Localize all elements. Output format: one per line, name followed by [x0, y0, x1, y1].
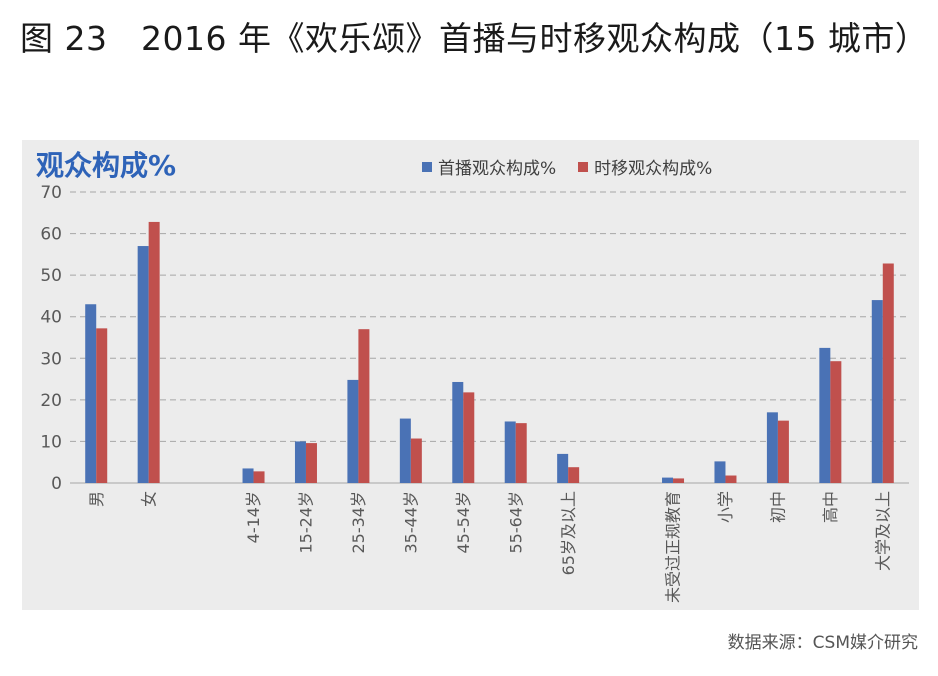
x-tick-label: 45-54岁 — [454, 491, 473, 554]
y-tick-label: 40 — [40, 308, 62, 328]
legend-label-series-2: 时移观众构成% — [594, 159, 713, 179]
y-tick-label: 70 — [40, 183, 62, 203]
bar-series-2 — [358, 329, 370, 483]
bar-series-2 — [305, 443, 317, 483]
bar-series-2 — [515, 423, 527, 483]
bar-series-1 — [871, 300, 883, 483]
bar-series-1 — [662, 477, 674, 483]
bar-series-2 — [725, 475, 737, 483]
bar-series-2 — [777, 420, 789, 483]
x-tick-label: 15-24岁 — [297, 491, 316, 554]
chart-panel: 观众构成% 首播观众构成% 时移观众构成% 0 10 20 30 40 50 60 70 男 女 4… — [22, 140, 919, 610]
bar-series-1 — [714, 461, 726, 483]
x-tick-label: 55-64岁 — [506, 491, 525, 554]
bar-series-1 — [399, 418, 411, 483]
x-tick-label: 65岁及以上 — [559, 491, 578, 575]
bar-series-1 — [347, 379, 359, 483]
y-tick-label: 30 — [40, 349, 62, 369]
bar-series-1 — [85, 304, 97, 483]
bar-series-2 — [148, 221, 160, 483]
source-note: 数据来源：CSM媒介研究 — [727, 633, 918, 653]
bar-series-2 — [463, 392, 475, 483]
y-tick-label: 50 — [40, 266, 62, 286]
bar-series-1 — [766, 412, 778, 483]
bar-series-2 — [410, 438, 422, 483]
x-tick-label: 大学及以上 — [873, 491, 892, 571]
legend-label-series-1: 首播观众构成% — [438, 159, 557, 179]
y-tick-label: 10 — [40, 432, 62, 452]
bar-series-1 — [819, 347, 831, 483]
bar-series-2 — [673, 478, 685, 483]
y-tick-label: 60 — [40, 225, 62, 245]
bar-series-2 — [568, 467, 580, 483]
legend-item-series-2: 时移观众构成% — [578, 154, 712, 179]
bar-series-1 — [137, 246, 149, 483]
x-tick-label: 小学 — [716, 491, 735, 523]
bar-series-1 — [504, 421, 516, 483]
x-tick-label: 男 — [87, 491, 106, 507]
y-tick-label: 20 — [40, 391, 62, 411]
bar-series-2 — [96, 328, 108, 483]
bar-series-2 — [253, 471, 265, 483]
x-tick-label: 4-14岁 — [244, 491, 263, 543]
bar-series-1 — [557, 453, 569, 483]
legend-swatch-series-1 — [422, 161, 432, 172]
x-tick-label: 高中 — [821, 491, 840, 523]
chart-legend: 首播观众构成% 时移观众构成% — [422, 154, 712, 179]
legend-swatch-series-2 — [578, 161, 589, 172]
x-tick-label: 35-44岁 — [401, 491, 420, 554]
y-tick-label: 0 — [51, 474, 62, 494]
x-tick-label: 初中 — [769, 491, 788, 523]
bar-series-1 — [452, 381, 464, 483]
bar-series-2 — [830, 361, 842, 483]
x-tick-label: 女 — [139, 491, 158, 507]
bar-series-2 — [882, 263, 894, 483]
chart-title: 观众构成% — [36, 149, 177, 182]
x-tick-label: 未受过正规教育 — [664, 491, 683, 603]
bar-chart: 0 10 20 30 40 50 60 70 男 女 4-14岁 15-24岁 25-34岁 35-44岁… — [40, 183, 909, 603]
x-tick-label: 25-34岁 — [349, 491, 368, 554]
figure-title: 图 23 2016 年《欢乐颂》首播与时移观众构成（15 城市） — [20, 19, 929, 58]
legend-item-series-1: 首播观众构成% — [422, 154, 556, 179]
bar-series-1 — [294, 441, 306, 483]
bar-series-1 — [242, 468, 254, 483]
